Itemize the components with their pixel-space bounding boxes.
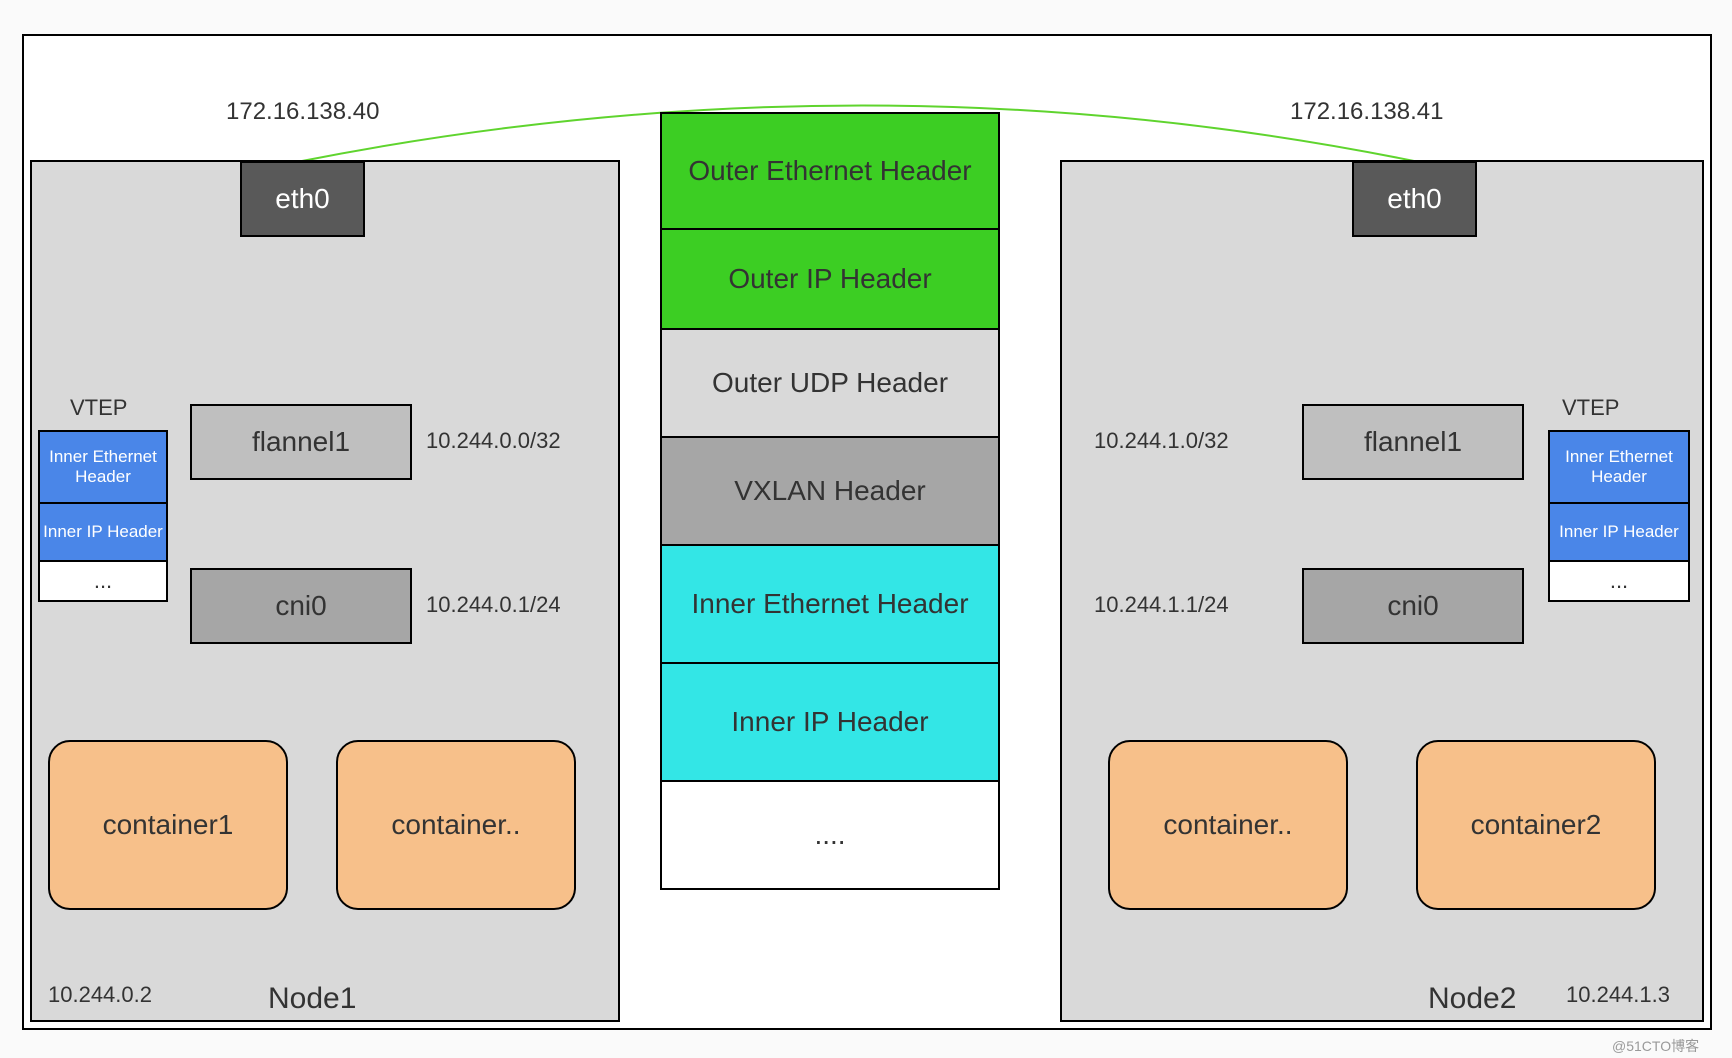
node2-flannel: flannel1 [1302,404,1524,480]
node1-container-0: container1 [48,740,288,910]
node2-cni0-ip: 10.244.1.1/24 [1094,592,1229,618]
packet-cell-2: Outer UDP Header [660,330,1000,438]
node1-cni0: cni0 [190,568,412,644]
node2-vtep-cell-2: ... [1548,562,1690,602]
node1-title: Node1 [268,982,356,1016]
diagram-canvas: Node1 172.16.138.40 10.244.0.2 eth0 flannel1… [0,0,1732,1058]
node1-public-ip: 172.16.138.40 [226,98,379,126]
node2-flannel-ip: 10.244.1.0/32 [1094,428,1229,454]
node2-pod-ip: 10.244.1.3 [1566,982,1670,1008]
node1-pod-ip: 10.244.0.2 [48,982,152,1008]
node1-vtep-label: VTEP [70,395,127,421]
node2-eth0: eth0 [1352,161,1477,237]
node1-flannel: flannel1 [190,404,412,480]
node1-vtep-stack: Inner Ethernet HeaderInner IP Header... [38,430,168,602]
node2-vtep-stack: Inner Ethernet HeaderInner IP Header... [1548,430,1690,602]
packet-cell-5: Inner IP Header [660,664,1000,782]
node2-title: Node2 [1428,982,1516,1016]
node2-cni0: cni0 [1302,568,1524,644]
node2-container-0: container.. [1108,740,1348,910]
node2-vtep-cell-1: Inner IP Header [1548,504,1690,562]
node1-vtep-cell-2: ... [38,562,168,602]
node2-public-ip: 172.16.138.41 [1290,98,1443,126]
node1-cni0-ip: 10.244.0.1/24 [426,592,561,618]
packet-headers-stack: Outer Ethernet HeaderOuter IP HeaderOute… [660,112,1000,890]
node1-container-1: container.. [336,740,576,910]
node1-vtep-cell-1: Inner IP Header [38,504,168,562]
watermark: @51CTO博客 [1612,1036,1699,1056]
packet-cell-1: Outer IP Header [660,230,1000,330]
node1-flannel-ip: 10.244.0.0/32 [426,428,561,454]
node2-container-1: container2 [1416,740,1656,910]
packet-cell-0: Outer Ethernet Header [660,112,1000,230]
node2-vtep-label: VTEP [1562,395,1619,421]
node1-eth0: eth0 [240,161,365,237]
node2-vtep-cell-0: Inner Ethernet Header [1548,430,1690,504]
packet-cell-4: Inner Ethernet Header [660,546,1000,664]
node1-vtep-cell-0: Inner Ethernet Header [38,430,168,504]
packet-cell-3: VXLAN Header [660,438,1000,546]
packet-cell-6: .... [660,782,1000,890]
